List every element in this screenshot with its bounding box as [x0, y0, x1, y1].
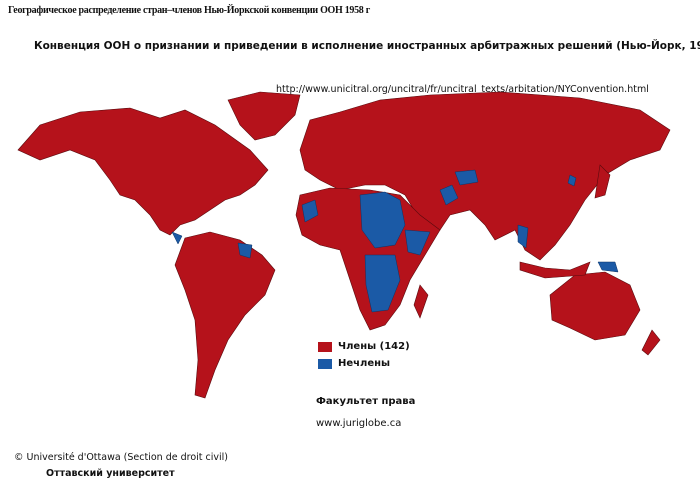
new-zealand [641, 329, 661, 356]
non-member-middle-east [439, 184, 459, 206]
non-member-central-africa [359, 191, 406, 249]
legend-item-non-members: Нечлены [318, 358, 390, 369]
indonesia [519, 261, 591, 279]
member-swatch [318, 341, 332, 352]
non-member-central-america [171, 231, 183, 245]
non-member-korea [567, 174, 577, 187]
non-member-png [597, 261, 619, 273]
non-member-southern-africa [364, 254, 401, 313]
source-url: http://www.unicitral.org/uncitral/fr/unc… [276, 84, 649, 95]
faculty-label: Факультет права [316, 396, 416, 407]
non-member-guyana [237, 242, 253, 259]
legend-item-members: Члены (142) [318, 341, 410, 352]
copyright: © Université d'Ottawa (Section de droit … [14, 452, 228, 463]
website-link[interactable]: www.juriglobe.ca [316, 418, 402, 429]
australia [549, 271, 641, 341]
top-caption: Географическое распределение стран–члено… [8, 5, 370, 16]
non-member-east-africa [404, 229, 431, 256]
madagascar [413, 284, 429, 319]
north-america [17, 107, 269, 236]
eurasia [299, 91, 671, 261]
non-member-swatch [318, 358, 332, 369]
map-title: Конвенция ООН о признании и приведении в… [34, 40, 700, 52]
greenland [227, 91, 301, 141]
japan [594, 164, 611, 199]
legend-label: Члены (142) [338, 341, 410, 352]
non-member-myanmar [517, 224, 529, 249]
university-name: Оттавский университет [46, 468, 175, 479]
south-america [174, 231, 276, 399]
legend-label: Нечлены [338, 358, 391, 369]
non-member-central-asia [454, 169, 479, 186]
non-member-west-africa [301, 199, 319, 223]
